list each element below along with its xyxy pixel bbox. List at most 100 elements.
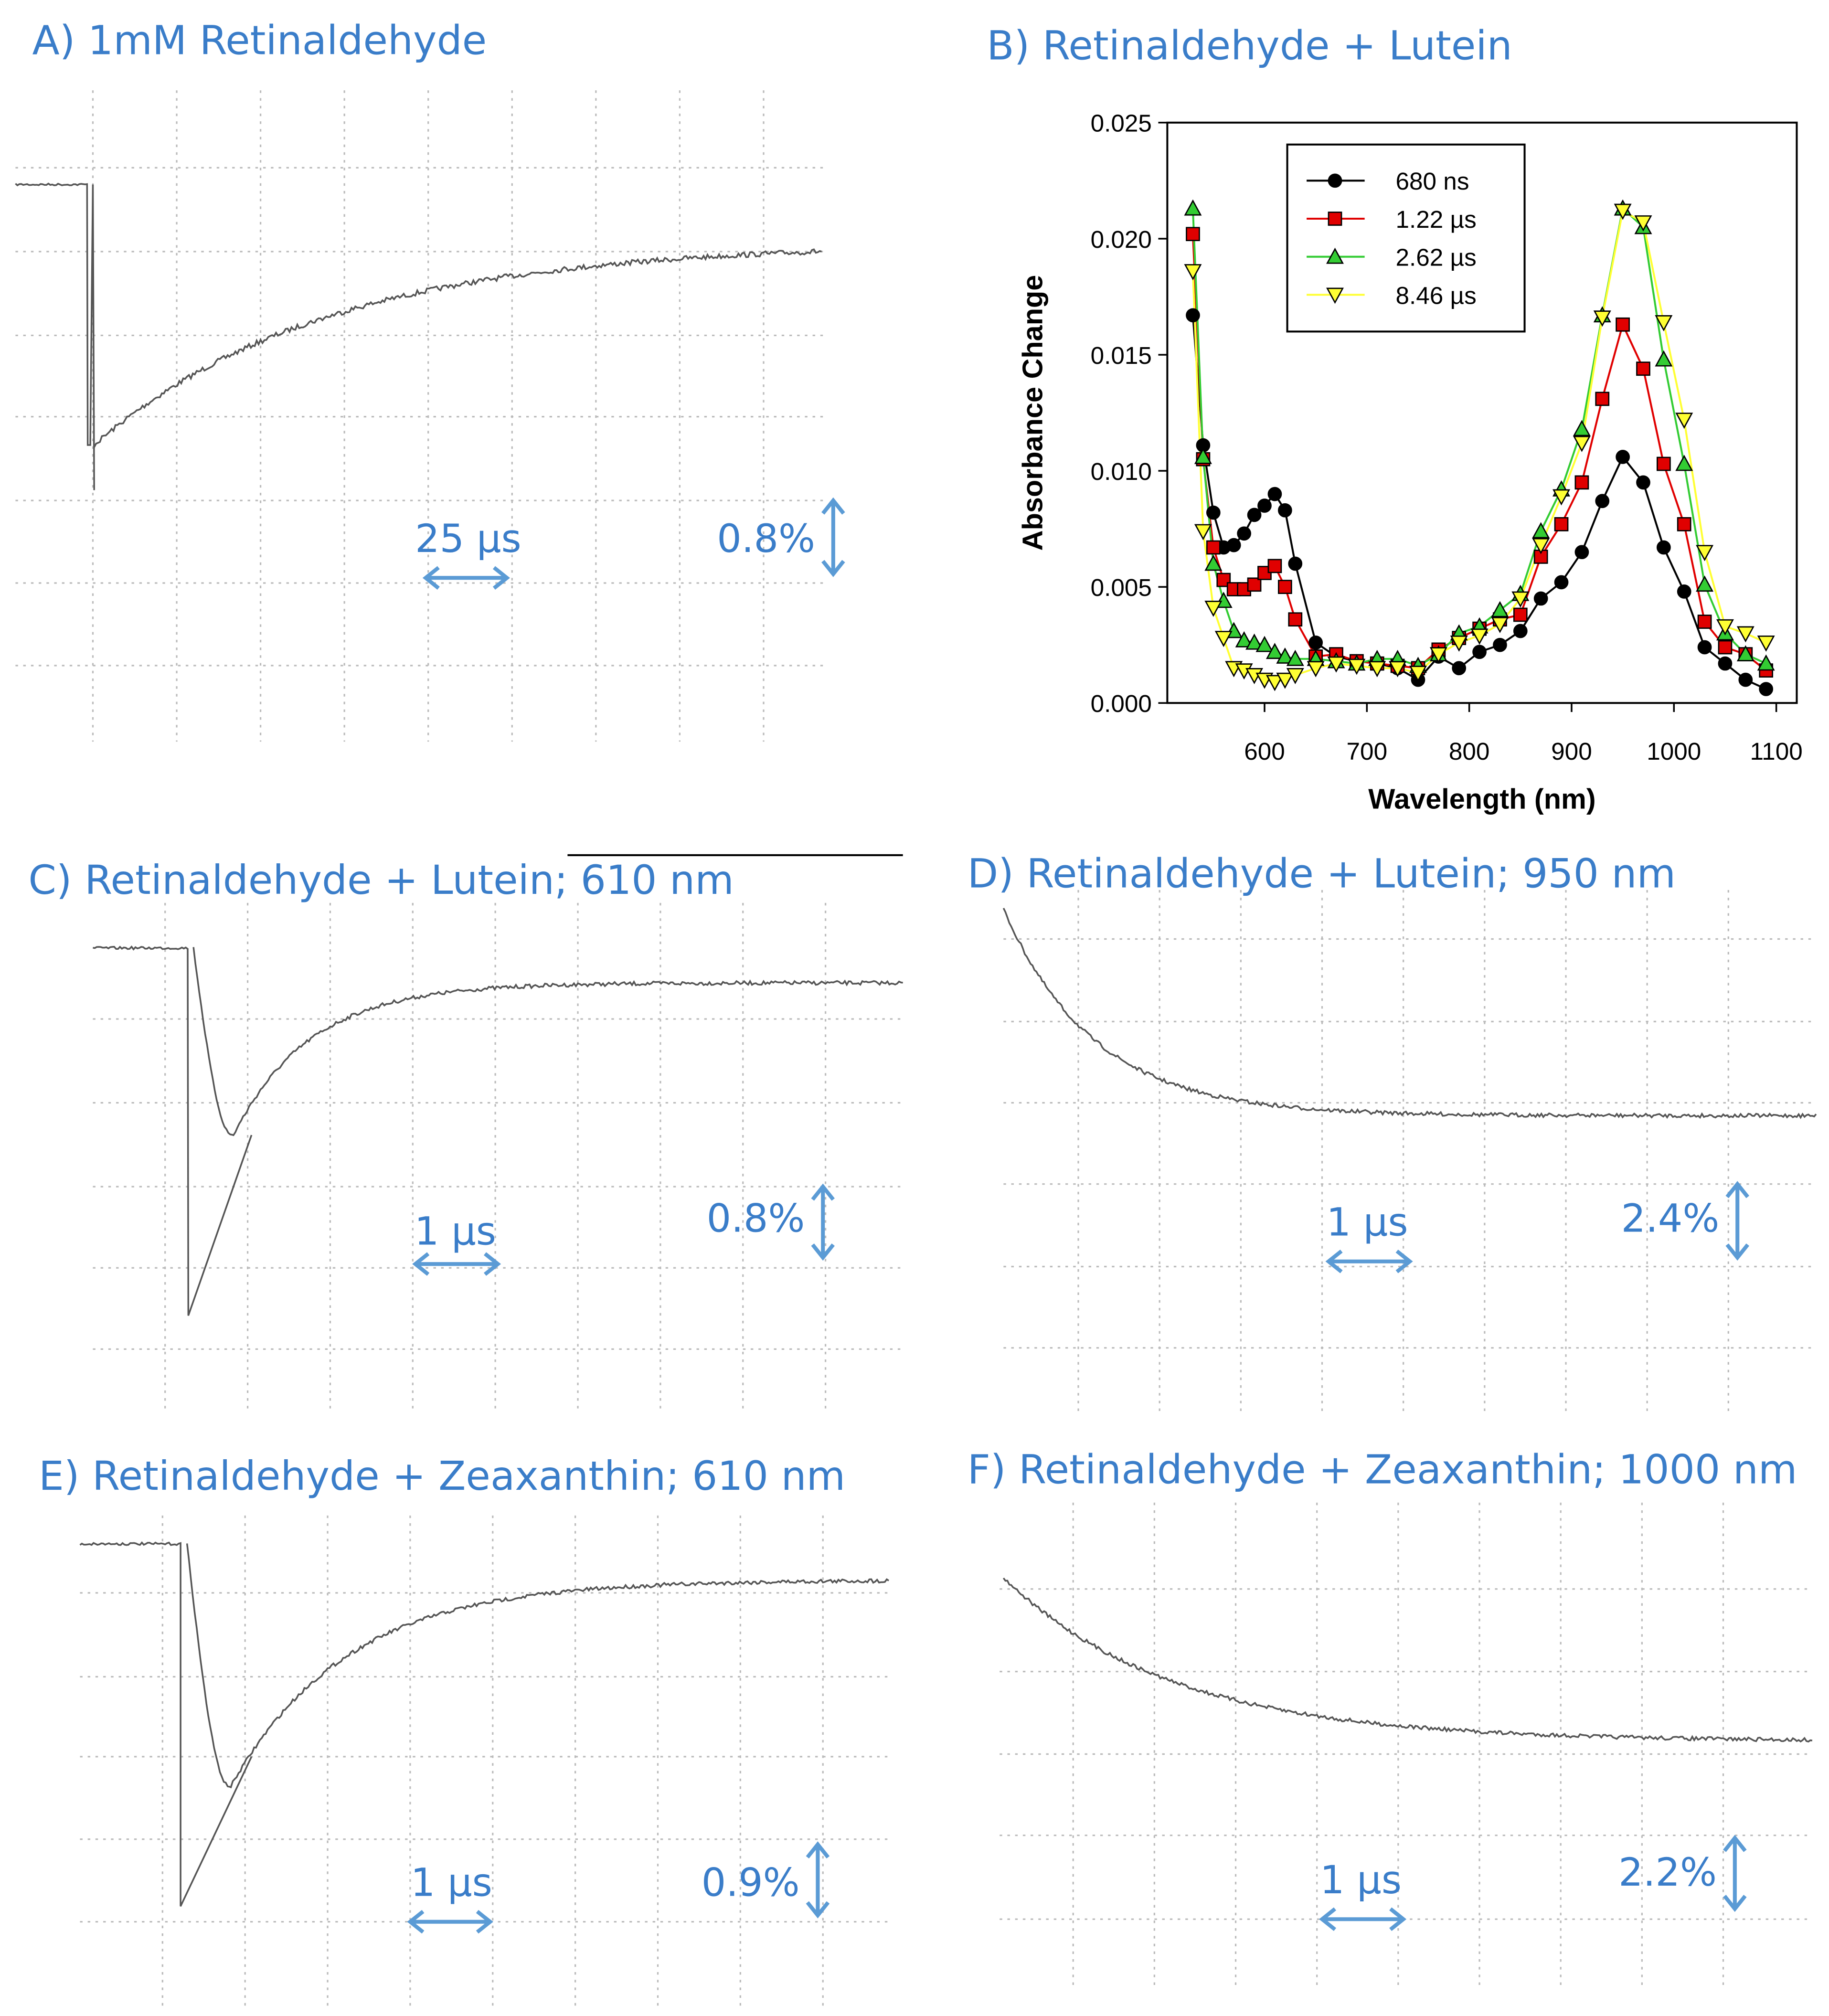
amplitude-scale: 2.4% bbox=[1621, 1197, 1720, 1241]
point bbox=[1348, 658, 1366, 675]
series-line bbox=[1191, 315, 1767, 690]
trace bbox=[15, 182, 95, 490]
point bbox=[1307, 661, 1325, 678]
point bbox=[1657, 456, 1671, 471]
point bbox=[1513, 607, 1528, 622]
point bbox=[1573, 420, 1591, 436]
x-axis-label: Wavelength (nm) bbox=[1368, 783, 1595, 815]
scale-arrow bbox=[821, 497, 845, 577]
point bbox=[1738, 672, 1753, 687]
point bbox=[1450, 635, 1468, 652]
point bbox=[1389, 661, 1407, 678]
point bbox=[1677, 584, 1691, 599]
point bbox=[1655, 315, 1673, 331]
point bbox=[1614, 203, 1632, 220]
time-scale: 1 µs bbox=[411, 1861, 492, 1906]
scale-arrow bbox=[806, 1841, 830, 1919]
time-scale: 1 µs bbox=[415, 1210, 496, 1254]
point bbox=[1697, 640, 1712, 655]
trace bbox=[1002, 1577, 1813, 1743]
point bbox=[1736, 626, 1755, 643]
point bbox=[1757, 654, 1775, 671]
point bbox=[1288, 556, 1303, 571]
trace bbox=[192, 947, 903, 1136]
point bbox=[1697, 615, 1712, 629]
point bbox=[1204, 554, 1223, 571]
trace bbox=[1002, 908, 1817, 1119]
panel-title: E) Retinaldehyde + Zeaxanthin; 610 nm bbox=[39, 1453, 845, 1499]
point bbox=[1278, 503, 1292, 518]
trace bbox=[79, 1541, 253, 1907]
legend-label: 680 ns bbox=[1395, 168, 1469, 195]
point bbox=[1595, 392, 1610, 406]
scale-arrow bbox=[422, 566, 510, 590]
amplitude-scale: 0.8% bbox=[717, 517, 815, 562]
y-tick-label: 0.010 bbox=[1091, 458, 1152, 485]
point bbox=[1736, 645, 1755, 661]
point bbox=[1368, 661, 1386, 678]
point bbox=[1554, 575, 1569, 590]
point bbox=[1574, 475, 1589, 490]
trace bbox=[93, 248, 822, 448]
legend-label: 8.46 µs bbox=[1395, 282, 1476, 309]
amplitude-scale: 0.9% bbox=[702, 1861, 800, 1906]
point bbox=[1247, 577, 1262, 592]
point bbox=[1206, 505, 1221, 520]
point bbox=[1696, 575, 1714, 592]
point bbox=[1593, 310, 1611, 327]
panel-title: F) Retinaldehyde + Zeaxanthin; 1000 nm bbox=[968, 1446, 1797, 1493]
point bbox=[1616, 450, 1630, 464]
point bbox=[1513, 624, 1528, 638]
point bbox=[1616, 317, 1630, 332]
point bbox=[1757, 635, 1775, 652]
point bbox=[1276, 672, 1294, 689]
legend-label: 1.22 µs bbox=[1395, 206, 1476, 233]
point bbox=[1255, 636, 1274, 652]
point bbox=[1265, 643, 1284, 659]
point bbox=[1276, 647, 1294, 664]
amplitude-scale: 2.2% bbox=[1618, 1850, 1717, 1895]
point bbox=[1675, 455, 1693, 471]
point bbox=[1194, 447, 1212, 464]
point bbox=[1452, 661, 1467, 676]
point bbox=[1328, 173, 1342, 188]
scale-arrow bbox=[1725, 1181, 1750, 1261]
amplitude-scale: 0.8% bbox=[707, 1197, 805, 1241]
point bbox=[1718, 640, 1733, 655]
x-tick-label: 800 bbox=[1449, 738, 1490, 765]
x-tick-label: 900 bbox=[1551, 738, 1592, 765]
point bbox=[1409, 666, 1427, 682]
point bbox=[1511, 591, 1530, 608]
point bbox=[1267, 559, 1282, 573]
y-tick-label: 0.025 bbox=[1091, 110, 1152, 137]
scale-arrow bbox=[811, 1183, 835, 1261]
trace bbox=[186, 1543, 889, 1789]
point bbox=[1328, 212, 1342, 226]
point bbox=[1186, 227, 1200, 241]
point bbox=[1493, 637, 1507, 652]
point bbox=[1573, 435, 1591, 452]
point bbox=[1278, 580, 1292, 594]
x-tick-label: 700 bbox=[1347, 738, 1388, 765]
point bbox=[1636, 361, 1650, 376]
point bbox=[1472, 645, 1487, 659]
y-tick-label: 0.005 bbox=[1091, 574, 1152, 601]
point bbox=[1716, 619, 1734, 636]
time-scale: 1 µs bbox=[1327, 1200, 1408, 1245]
point bbox=[1718, 656, 1733, 671]
point bbox=[1532, 538, 1550, 554]
trace bbox=[93, 945, 253, 1316]
point bbox=[1553, 489, 1571, 506]
time-scale: 1 µs bbox=[1320, 1858, 1402, 1903]
plot-frame bbox=[1166, 121, 1798, 704]
legend-label: 2.62 µs bbox=[1395, 244, 1476, 271]
point bbox=[1247, 508, 1262, 522]
point bbox=[1326, 247, 1344, 264]
point bbox=[1257, 499, 1272, 513]
point bbox=[1533, 591, 1548, 606]
point bbox=[1186, 308, 1200, 323]
point bbox=[1675, 413, 1693, 429]
y-tick-label: 0.015 bbox=[1091, 342, 1152, 369]
panel-title: C) Retinaldehyde + Lutein; 610 nm bbox=[28, 857, 734, 903]
